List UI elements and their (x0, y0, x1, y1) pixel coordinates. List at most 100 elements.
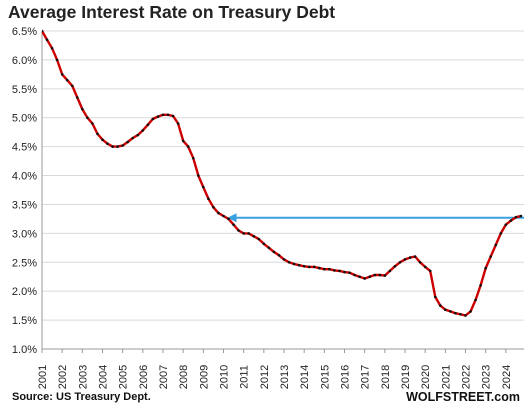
data-point (71, 84, 74, 88)
data-point (388, 269, 392, 273)
x-tick-label: 2016 (340, 365, 352, 389)
y-tick-label: 4.5% (12, 142, 37, 154)
data-point (403, 258, 407, 261)
x-tick-label: 2019 (400, 365, 412, 389)
y-tick-label: 5.0% (12, 113, 37, 125)
data-point (449, 310, 452, 313)
x-tick-label: 2018 (380, 365, 392, 389)
data-point (353, 273, 356, 277)
y-tick-label: 1.0% (12, 344, 37, 356)
data-point (272, 250, 276, 254)
data-point (121, 144, 124, 147)
data-point (76, 96, 79, 99)
data-point (65, 78, 69, 82)
data-point (368, 275, 372, 279)
data-point (398, 261, 402, 264)
data-point (197, 174, 200, 177)
data-point (202, 185, 205, 189)
data-point (42, 29, 44, 33)
data-point (408, 256, 412, 259)
data-point (519, 214, 523, 218)
y-tick-label: 3.0% (12, 228, 37, 240)
x-tick-label: 2004 (98, 365, 110, 389)
data-point (378, 273, 382, 277)
data-point (146, 123, 150, 126)
data-point (323, 267, 326, 271)
x-tick-label: 2007 (158, 365, 170, 389)
data-point (126, 140, 129, 144)
x-tick-label: 2009 (198, 365, 210, 389)
data-point (171, 114, 175, 118)
data-point (434, 295, 437, 299)
data-point (166, 113, 170, 117)
y-tick-label: 3.5% (12, 199, 37, 211)
data-point (509, 219, 513, 222)
data-point (428, 269, 432, 273)
data-point (252, 235, 256, 238)
x-tick-label: 2021 (440, 365, 452, 389)
data-point (136, 133, 140, 137)
data-point (328, 267, 331, 271)
data-point (151, 117, 155, 121)
data-point (212, 206, 215, 209)
data-point (474, 298, 477, 302)
data-point (444, 308, 447, 312)
y-tick-label: 2.5% (12, 257, 37, 269)
x-tick-label: 2008 (178, 365, 190, 389)
data-point (222, 214, 225, 218)
x-tick-label: 2015 (319, 365, 331, 389)
data-point (373, 273, 377, 277)
data-point (348, 271, 351, 275)
data-point (358, 275, 361, 279)
x-tick-label: 2024 (501, 365, 513, 389)
chart-title: Average Interest Rate on Treasury Debt (8, 2, 336, 22)
data-point (307, 265, 311, 269)
x-tick-label: 2022 (461, 365, 473, 389)
data-point (302, 265, 306, 268)
data-point (232, 223, 235, 226)
data-point (81, 107, 84, 111)
x-tick-label: 2003 (77, 365, 89, 389)
data-point (45, 38, 49, 41)
data-point (282, 258, 286, 261)
x-tick-label: 2023 (481, 365, 493, 389)
x-tick-label: 2017 (360, 365, 372, 389)
data-point (514, 215, 518, 219)
x-tick-label: 2020 (420, 365, 432, 389)
y-tick-label: 2.0% (12, 286, 37, 298)
data-point (257, 237, 261, 241)
brand-label: WOLFSTREET.com (406, 390, 520, 404)
data-point (313, 265, 316, 269)
data-point (393, 265, 397, 268)
y-tick-label: 5.5% (12, 84, 37, 96)
data-point (50, 47, 54, 50)
data-point (227, 217, 230, 221)
data-point (484, 266, 488, 270)
data-point (55, 58, 59, 62)
data-point (423, 265, 427, 269)
data-point (489, 255, 493, 258)
reference-arrow (227, 213, 237, 223)
data-point (247, 232, 250, 235)
data-point (60, 73, 64, 76)
data-point (237, 229, 240, 232)
data-point (499, 232, 503, 235)
x-tick-label: 2011 (239, 365, 251, 389)
data-point (262, 242, 266, 246)
data-point (91, 122, 94, 125)
data-point (494, 243, 498, 247)
data-point (287, 261, 291, 264)
series-line (42, 30, 522, 317)
data-point (111, 145, 114, 148)
data-point (318, 266, 321, 270)
x-tick-label: 2013 (279, 365, 291, 389)
data-point (504, 223, 508, 226)
data-point (363, 277, 367, 280)
y-tick-label: 6.5% (12, 26, 37, 38)
data-point (131, 136, 135, 140)
data-point (454, 311, 457, 315)
data-point (267, 246, 271, 250)
data-point (186, 145, 190, 148)
